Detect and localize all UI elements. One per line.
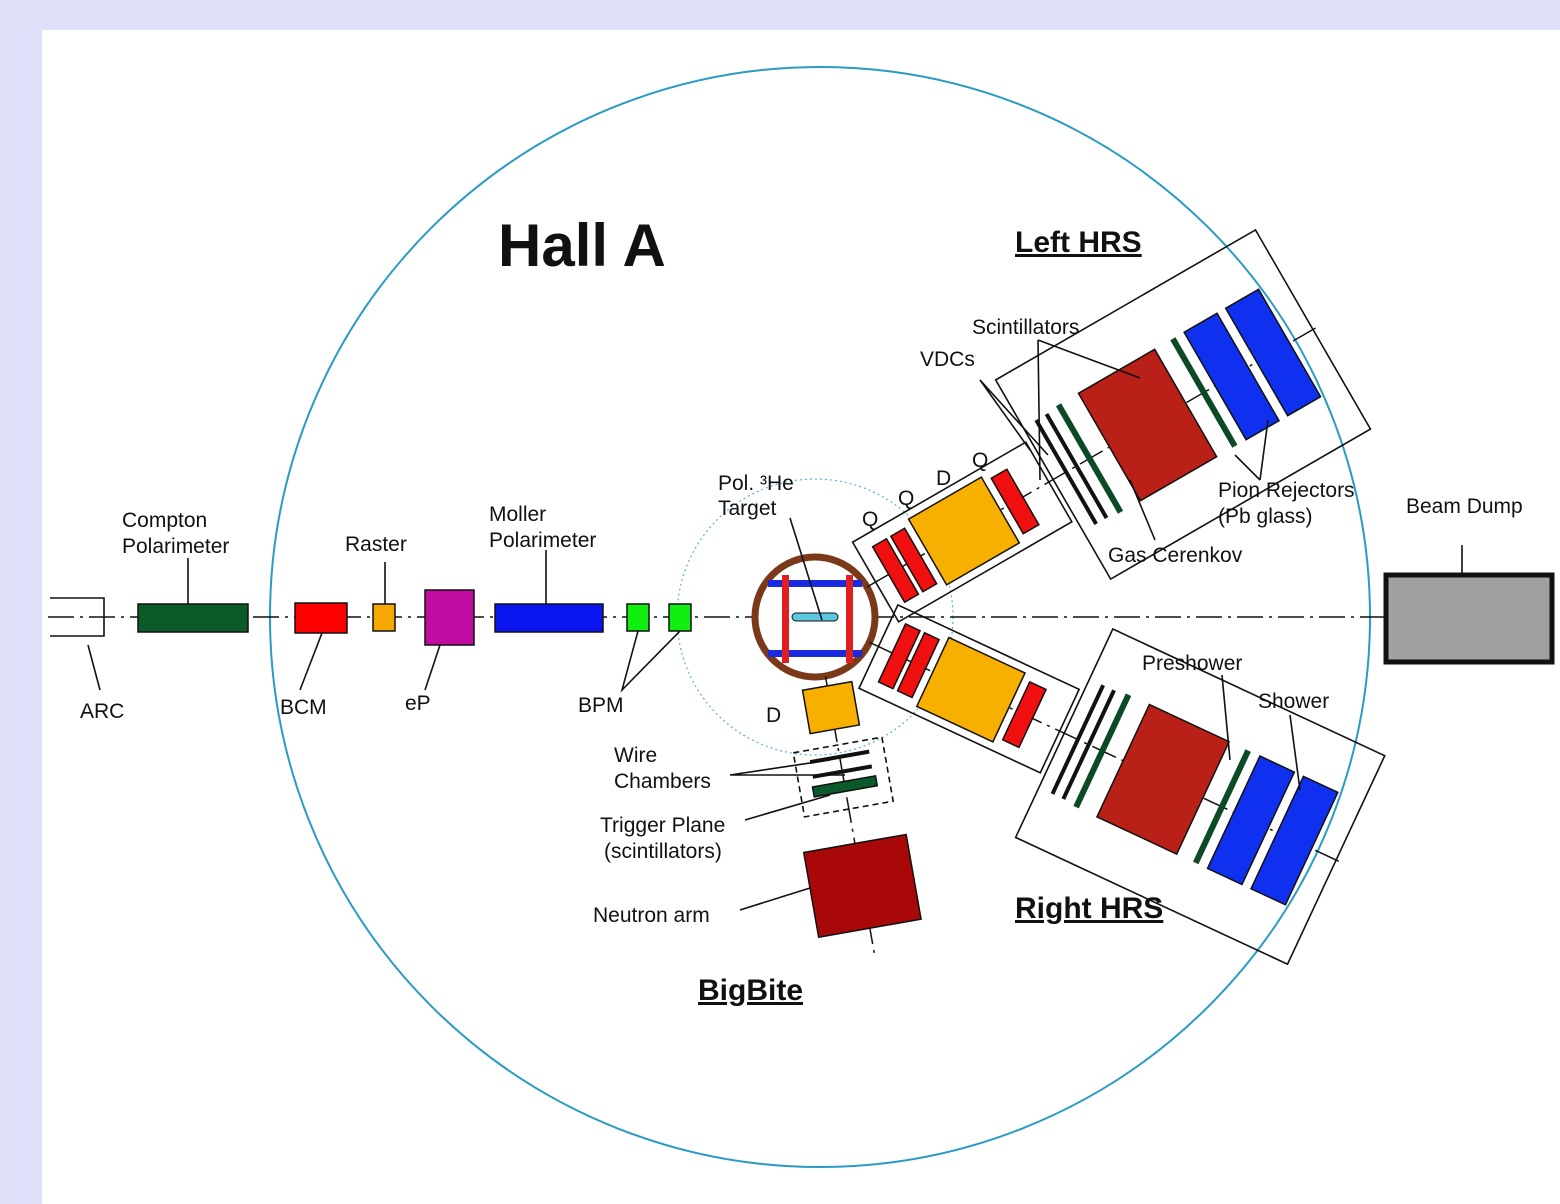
- label: Wire: [614, 744, 657, 767]
- label: Polarimeter: [489, 529, 596, 552]
- label: Raster: [345, 533, 407, 556]
- label: Trigger Plane: [600, 814, 725, 837]
- label: Q: [862, 508, 878, 531]
- label: D: [766, 704, 781, 727]
- label: Shower: [1258, 690, 1329, 713]
- left-hrs-label: Left HRS: [1015, 226, 1142, 259]
- label: ARC: [80, 700, 124, 723]
- label: Moller: [489, 503, 546, 526]
- right-hrs: [857, 603, 1386, 966]
- right-hrs-label: Right HRS: [1015, 892, 1163, 925]
- arc-magnet: [50, 597, 105, 637]
- label: Neutron arm: [593, 904, 710, 927]
- label: Q: [972, 449, 988, 472]
- label: Preshower: [1142, 652, 1242, 675]
- label: (Pb glass): [1218, 505, 1313, 528]
- label: Target: [718, 497, 777, 520]
- ep: [424, 589, 475, 646]
- compton: [137, 603, 249, 633]
- bpm: [626, 603, 650, 632]
- bigbite-label: BigBite: [698, 974, 803, 1007]
- label: BPM: [578, 694, 624, 717]
- target: [751, 553, 879, 681]
- left-hrs: [851, 228, 1372, 623]
- label: D: [936, 467, 951, 490]
- label: Gas Cerenkov: [1108, 544, 1243, 567]
- bigbite-arm: [792, 675, 922, 957]
- label: Polarimeter: [122, 535, 229, 558]
- raster: [372, 603, 396, 632]
- label: Pol. ³He: [718, 472, 794, 495]
- label: BCM: [280, 696, 327, 719]
- label: VDCs: [920, 348, 975, 371]
- bpm: [668, 603, 692, 632]
- title: Hall A: [498, 212, 666, 279]
- label: Scintillators: [972, 316, 1079, 339]
- label: Q: [898, 487, 914, 510]
- label: Beam Dump: [1406, 495, 1523, 518]
- leader-lines: [87, 339, 1463, 911]
- label: (scintillators): [604, 840, 722, 863]
- label: Compton: [122, 509, 207, 532]
- label: eP: [405, 692, 431, 715]
- label: Chambers: [614, 770, 711, 793]
- beam-dump: [1383, 572, 1555, 665]
- bcm: [294, 602, 348, 634]
- label: Pion Rejectors: [1218, 479, 1355, 502]
- labels: Hall A Left HRS Right HRS BigBite Compto…: [80, 212, 1523, 1007]
- moller: [494, 603, 604, 633]
